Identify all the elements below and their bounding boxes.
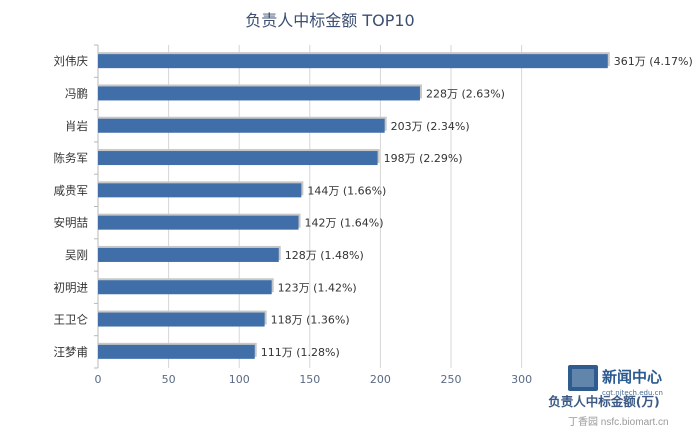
logo-emblem-icon	[568, 365, 598, 391]
x-tick-label: 250	[441, 373, 462, 386]
bar	[98, 54, 608, 69]
x-tick-label: 150	[299, 373, 320, 386]
logo-subtitle: cqt.njtech.edu.cn	[602, 389, 663, 397]
category-label: 汪梦甫	[54, 345, 89, 359]
data-label: 128万 (1.48%)	[285, 249, 364, 262]
category-label: 冯鹏	[65, 86, 88, 100]
bar	[98, 151, 378, 166]
bar	[98, 86, 420, 101]
bar	[98, 118, 385, 133]
value-labels: 361万 (4.17%) 228万 (2.63%) 203万 (2.34%) 198万…	[261, 55, 693, 359]
category-label: 肖岩	[65, 119, 88, 133]
news-center-logo: 新闻中心 cqt.njtech.edu.cn	[568, 365, 663, 397]
data-label: 144万 (1.66%)	[307, 184, 386, 197]
bar	[98, 344, 255, 359]
x-tick-label: 200	[370, 373, 391, 386]
category-label: 吴刚	[65, 248, 88, 262]
category-label: 刘伟庆	[54, 54, 89, 68]
data-label: 203万 (2.34%)	[391, 120, 470, 133]
bar	[98, 215, 299, 230]
data-label: 123万 (1.42%)	[278, 281, 357, 294]
source-watermark: 丁香园 nsfc.biomart.cn	[568, 417, 669, 428]
bar	[98, 183, 302, 198]
x-tick-label: 50	[162, 373, 176, 386]
x-tick-label: 0	[95, 373, 102, 386]
chart-title: 负责人中标金额 TOP10	[245, 11, 414, 30]
bars-group	[98, 52, 610, 359]
data-label: 118万 (1.36%)	[271, 314, 350, 327]
category-label: 初明进	[54, 280, 89, 294]
data-label: 198万 (2.29%)	[384, 152, 463, 165]
category-label: 陈务军	[54, 151, 89, 165]
x-tick-label: 300	[511, 373, 532, 386]
category-label: 王卫仑	[54, 313, 89, 327]
bar	[98, 312, 265, 327]
logo-title: 新闻中心	[602, 368, 662, 386]
bar	[98, 247, 279, 262]
data-label: 228万 (2.63%)	[426, 87, 505, 100]
data-label: 111万 (1.28%)	[261, 346, 340, 359]
x-tick-label: 100	[229, 373, 250, 386]
data-label: 361万 (4.17%)	[614, 55, 693, 68]
x-axis-ticks: 0 50 100 150 200 250 300	[95, 373, 533, 386]
data-label: 142万 (1.64%)	[305, 217, 384, 230]
category-label: 咸贵军	[54, 183, 89, 197]
bar	[98, 280, 272, 295]
x-axis-title: 负责人中标金额(万)	[548, 394, 659, 409]
category-label: 安明喆	[54, 216, 89, 230]
